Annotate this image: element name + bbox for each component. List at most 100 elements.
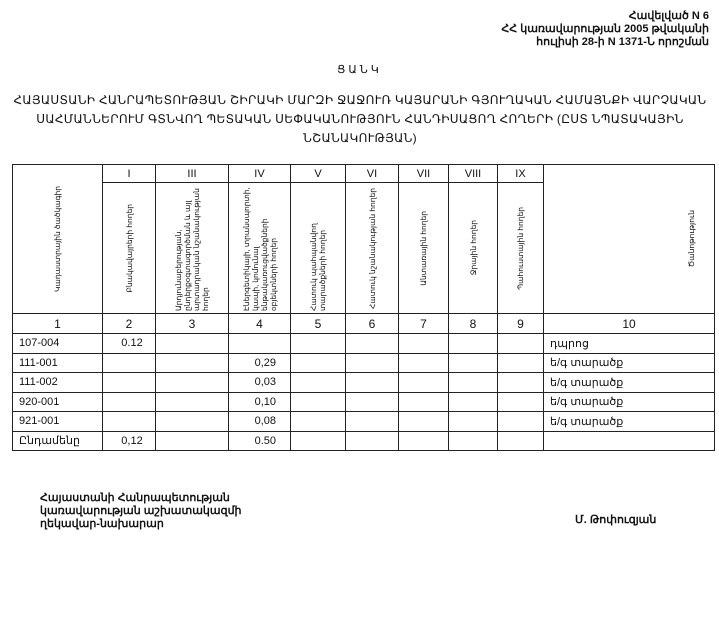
table-cell xyxy=(345,333,399,354)
table-cell xyxy=(155,333,229,354)
table-cell xyxy=(497,372,544,393)
table-cell: ե/գ տարածք xyxy=(543,391,715,412)
document-title: ՑԱՆԿ xyxy=(337,64,382,76)
footer-line: ղեկավար-նախարար xyxy=(40,518,164,530)
header-cell: Բնակավայրերի հողեր xyxy=(102,182,156,314)
header-cell: Պահուստային հողեր xyxy=(497,182,544,314)
table-cell xyxy=(290,333,346,354)
table-cell: 0,12 xyxy=(102,430,156,451)
column-number: 7 xyxy=(398,313,449,334)
roman-cell: VII xyxy=(398,164,449,183)
table-cell: 107-004 xyxy=(12,333,103,354)
table-cell: ե/գ տարածք xyxy=(543,352,715,373)
table-cell xyxy=(290,372,346,393)
column-number: 10 xyxy=(543,313,715,334)
table-cell xyxy=(155,391,229,412)
roman-cell: VIII xyxy=(448,164,498,183)
table-cell: 0,10 xyxy=(228,391,291,412)
document-subtitle: ՀԱՅԱՍՏԱՆԻ ՀԱՆՐԱՊԵՏՈՒԹՅԱՆ ՇԻՐԱԿԻ ՄԱՐԶԻ ՋԱ… xyxy=(13,93,707,145)
roman-cell: IX xyxy=(497,164,544,183)
footer-line: կառավարության աշխատակազմի xyxy=(40,505,242,517)
table-cell xyxy=(290,430,346,451)
header-line: ՀՀ կառավարության 2005 թվականի xyxy=(501,23,709,35)
table-cell xyxy=(155,352,229,373)
table-cell xyxy=(398,411,449,432)
header-cell: Ջրային հողեր xyxy=(448,182,498,314)
column-number: 2 xyxy=(102,313,156,334)
signatory-title: Հայաստանի Հանրապետության կառավարության ա… xyxy=(40,492,242,531)
table-cell xyxy=(155,430,229,451)
header-cell: Էներգետիկայի, տրանսպորտի, կապի, կոմունալ… xyxy=(228,182,291,314)
table-row: 111-001 0,29 ե/գ տարածք xyxy=(12,352,715,373)
column-number: 3 xyxy=(155,313,229,334)
table-cell xyxy=(155,372,229,393)
table-cell xyxy=(497,352,544,373)
table-cell: 920-001 xyxy=(12,391,103,412)
roman-cell: I xyxy=(102,164,156,183)
header-cell: Հատուկ պահպանվող տարածքների հողեր xyxy=(290,182,346,314)
appendix-header: Հավելված N 6 ՀՀ կառավարության 2005 թվակա… xyxy=(501,10,709,49)
footer-line: Հայաստանի Հանրապետության xyxy=(40,492,230,504)
table-cell xyxy=(497,391,544,412)
table-cell xyxy=(448,411,498,432)
table-cell: 111-001 xyxy=(12,352,103,373)
table-row: 111-002 0,03 ե/գ տարածք xyxy=(12,372,715,393)
table-cell xyxy=(102,411,156,432)
table-cell xyxy=(448,430,498,451)
table-cell xyxy=(155,411,229,432)
table-cell xyxy=(497,411,544,432)
roman-cell: IV xyxy=(228,164,291,183)
column-number: 8 xyxy=(448,313,498,334)
column-number: 6 xyxy=(345,313,399,334)
table-cell: 0,08 xyxy=(228,411,291,432)
table-cell xyxy=(448,333,498,354)
land-table: Կադաստրային ծածկագիր I III IV V VI VII V… xyxy=(12,164,715,451)
column-number: 1 xyxy=(12,313,103,334)
header-cell: Ծանոթություն xyxy=(543,164,715,314)
table-cell xyxy=(102,372,156,393)
table-cell xyxy=(497,430,544,451)
table-cell xyxy=(290,391,346,412)
table-cell: 0,29 xyxy=(228,352,291,373)
table-row: 920-001 0,10 ե/գ տարածք xyxy=(12,391,715,412)
table-cell xyxy=(345,372,399,393)
table-row: 107-004 0.12 դպրոց xyxy=(12,333,715,354)
table-cell xyxy=(345,411,399,432)
header-line: հուլիսի 28-ի N 1371-Ն որոշման xyxy=(536,36,709,48)
table-cell: 921-001 xyxy=(12,411,103,432)
table-cell: 111-002 xyxy=(12,372,103,393)
header-line: Հավելված N 6 xyxy=(628,10,709,22)
column-number: 5 xyxy=(290,313,346,334)
column-number: 4 xyxy=(228,313,291,334)
table-cell: դպրոց xyxy=(543,333,715,354)
table-cell: 0,03 xyxy=(228,372,291,393)
table-cell xyxy=(448,372,498,393)
header-cell: Հատուկ նշանակության հողեր xyxy=(345,182,399,314)
table-cell: 0.12 xyxy=(102,333,156,354)
table-cell xyxy=(345,430,399,451)
roman-cell: VI xyxy=(345,164,399,183)
table-cell xyxy=(398,391,449,412)
signature-name: Մ. Թոփուզյան xyxy=(575,514,657,526)
table-row: Ընդամենը 0,12 0.50 xyxy=(12,430,715,451)
roman-cell: V xyxy=(290,164,346,183)
table-cell: ե/գ տարածք xyxy=(543,372,715,393)
table-cell xyxy=(102,391,156,412)
table-cell xyxy=(228,333,291,354)
table-cell xyxy=(345,352,399,373)
table-cell xyxy=(398,333,449,354)
table-cell xyxy=(345,391,399,412)
table-cell xyxy=(290,411,346,432)
header-cell: Արդյունաբերության, ընդերքօգտագործման և ա… xyxy=(155,182,229,314)
header-cell: Անտառային հողեր xyxy=(398,182,449,314)
header-cell: Կադաստրային ծածկագիր xyxy=(12,164,103,314)
table-cell xyxy=(398,372,449,393)
table-cell: Ընդամենը xyxy=(12,430,103,451)
table-cell xyxy=(102,352,156,373)
table-cell: 0.50 xyxy=(228,430,291,451)
table-cell xyxy=(448,352,498,373)
table-cell xyxy=(448,391,498,412)
table-cell xyxy=(290,352,346,373)
column-number: 9 xyxy=(497,313,544,334)
table-cell xyxy=(543,430,715,451)
